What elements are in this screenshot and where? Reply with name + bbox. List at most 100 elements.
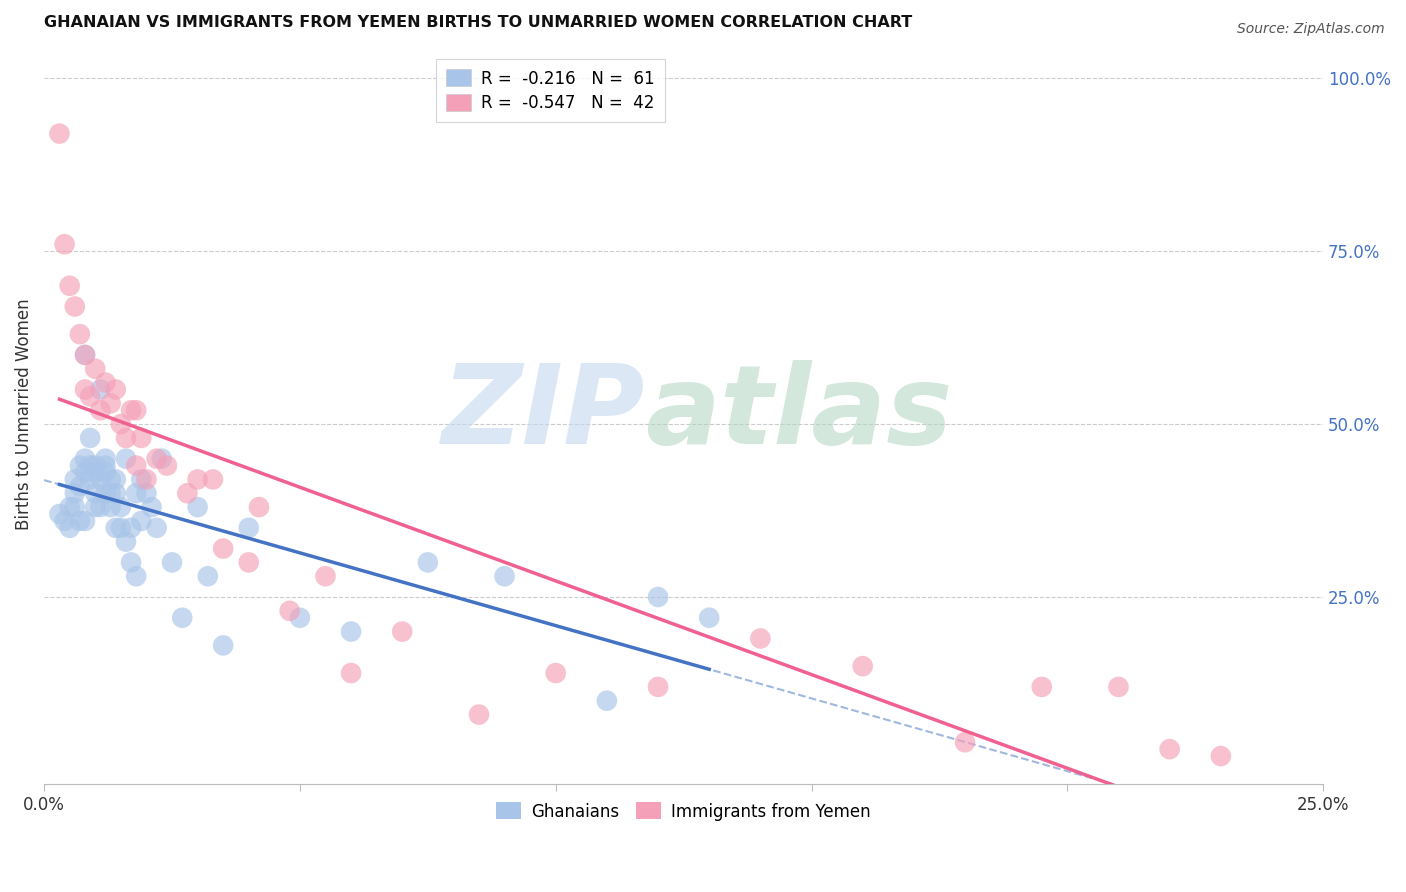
Point (187, 500, 209, 514)
Point (94, 458, 117, 473)
Point (238, 555, 260, 569)
Point (73, 514, 96, 528)
Point (120, 403, 142, 417)
Point (494, 569, 516, 583)
Point (125, 486, 148, 500)
Point (120, 521, 142, 535)
Point (201, 472, 224, 486)
Point (89, 472, 111, 486)
Point (48, 507, 70, 521)
Point (115, 451, 138, 466)
Point (73, 466, 96, 480)
Point (749, 632, 772, 646)
Point (278, 604, 301, 618)
Point (1108, 680, 1130, 694)
Point (212, 541, 235, 556)
Point (94, 376, 117, 390)
Point (145, 451, 167, 466)
Point (340, 624, 363, 639)
Point (544, 666, 567, 681)
Point (94, 451, 117, 466)
Point (89, 500, 111, 514)
Point (84, 458, 107, 473)
Text: atlas: atlas (645, 360, 953, 467)
Point (1031, 680, 1053, 694)
Point (84, 466, 107, 480)
Point (953, 735, 976, 749)
Point (145, 521, 167, 535)
Point (160, 555, 183, 569)
Point (150, 451, 173, 466)
Point (104, 383, 127, 397)
Point (73, 383, 96, 397)
Point (104, 472, 127, 486)
Point (100, 396, 122, 410)
Point (59, 278, 82, 293)
Point (73, 451, 96, 466)
Point (416, 555, 439, 569)
Point (247, 500, 270, 514)
Point (187, 472, 209, 486)
Text: ZIP: ZIP (441, 360, 645, 467)
Text: GHANAIAN VS IMMIGRANTS FROM YEMEN BIRTHS TO UNMARRIED WOMEN CORRELATION CHART: GHANAIAN VS IMMIGRANTS FROM YEMEN BIRTHS… (44, 15, 912, 30)
Point (69, 327, 91, 342)
Point (647, 590, 669, 604)
Point (48, 127, 70, 141)
Point (73, 348, 96, 362)
Point (63, 300, 86, 314)
Point (212, 639, 235, 653)
Point (79, 431, 101, 445)
Point (94, 486, 117, 500)
Point (63, 500, 86, 514)
Point (131, 472, 153, 486)
Point (115, 431, 138, 445)
Point (59, 521, 82, 535)
Point (73, 348, 96, 362)
Point (315, 569, 337, 583)
Text: Source: ZipAtlas.com: Source: ZipAtlas.com (1237, 22, 1385, 37)
Point (53, 237, 76, 252)
Point (596, 694, 619, 708)
Point (131, 431, 153, 445)
Point (69, 514, 91, 528)
Point (79, 389, 101, 403)
Point (84, 486, 107, 500)
Point (172, 611, 194, 625)
Point (697, 611, 720, 625)
Legend: Ghanaians, Immigrants from Yemen: Ghanaians, Immigrants from Yemen (489, 796, 877, 827)
Point (69, 458, 91, 473)
Point (89, 383, 111, 397)
Point (135, 486, 157, 500)
Point (141, 500, 163, 514)
Point (238, 521, 260, 535)
Point (53, 514, 76, 528)
Point (84, 361, 107, 376)
Point (156, 458, 179, 473)
Point (110, 417, 132, 431)
Point (176, 486, 198, 500)
Point (79, 458, 101, 473)
Y-axis label: Births to Unmarried Women: Births to Unmarried Women (15, 298, 32, 530)
Point (115, 534, 138, 549)
Point (79, 472, 101, 486)
Point (391, 624, 413, 639)
Point (110, 521, 132, 535)
Point (340, 666, 363, 681)
Point (125, 569, 148, 583)
Point (852, 659, 875, 673)
Point (100, 472, 122, 486)
Point (288, 611, 311, 625)
Point (1209, 749, 1232, 764)
Point (100, 486, 122, 500)
Point (69, 479, 91, 493)
Point (89, 403, 111, 417)
Point (125, 403, 148, 417)
Point (63, 486, 86, 500)
Point (59, 500, 82, 514)
Point (1159, 742, 1181, 756)
Point (647, 680, 669, 694)
Point (131, 514, 153, 528)
Point (84, 500, 107, 514)
Point (100, 500, 122, 514)
Point (63, 472, 86, 486)
